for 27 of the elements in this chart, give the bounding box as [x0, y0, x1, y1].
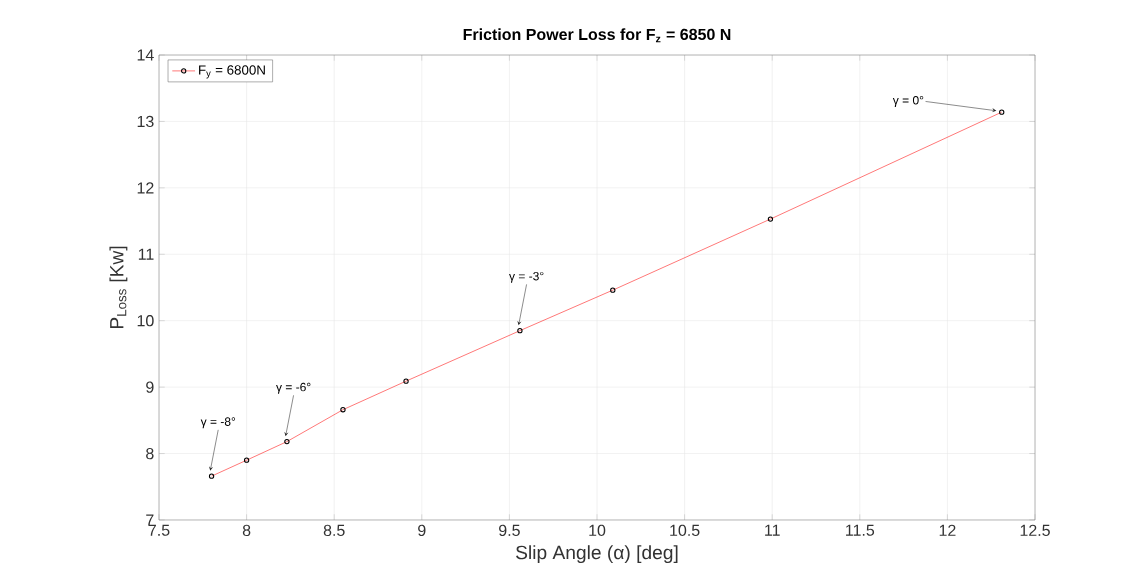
y-tick-label: 8 [146, 447, 154, 460]
chart-title: Friction Power Loss for F$_{z}$ = 6850 N [463, 28, 731, 43]
y-axis-title: P$_{Loss}$ [Kw] [109, 246, 128, 329]
annotation: γ = -6° [276, 382, 311, 394]
x-tick-label: 9.5 [499, 524, 520, 537]
legend-label: F$_{y}$ = 6800N [199, 65, 265, 79]
y-tick-label: 14 [137, 49, 154, 61]
x-tick-label: 7.5 [148, 524, 170, 536]
x-tick-label: 12 [939, 524, 956, 536]
x-tick-label: 9 [418, 524, 426, 537]
y-tick-label: 9 [146, 381, 154, 393]
x-tick-label: 11 [765, 524, 780, 536]
x-tick-label: 8 [242, 524, 251, 537]
x-tick-label: 8.5 [323, 524, 345, 537]
y-tick-label: 7 [146, 514, 154, 526]
x-axis-title: Slip Angle (α) [deg] [516, 545, 678, 564]
x-tick-label: 10 [589, 524, 606, 537]
y-tick-label: 10 [137, 315, 154, 327]
y-tick-label: 13 [137, 115, 154, 128]
annotation: γ = -3° [509, 271, 544, 283]
y-tick-label: 11 [138, 248, 154, 260]
x-tick-label: 10.5 [670, 524, 700, 537]
annotation: γ = 0° [892, 96, 924, 107]
y-tick-label: 12 [137, 182, 154, 194]
x-tick-label: 12.5 [1020, 524, 1050, 537]
x-tick-label: 11.5 [846, 524, 875, 536]
annotation: γ = -8° [200, 417, 236, 429]
